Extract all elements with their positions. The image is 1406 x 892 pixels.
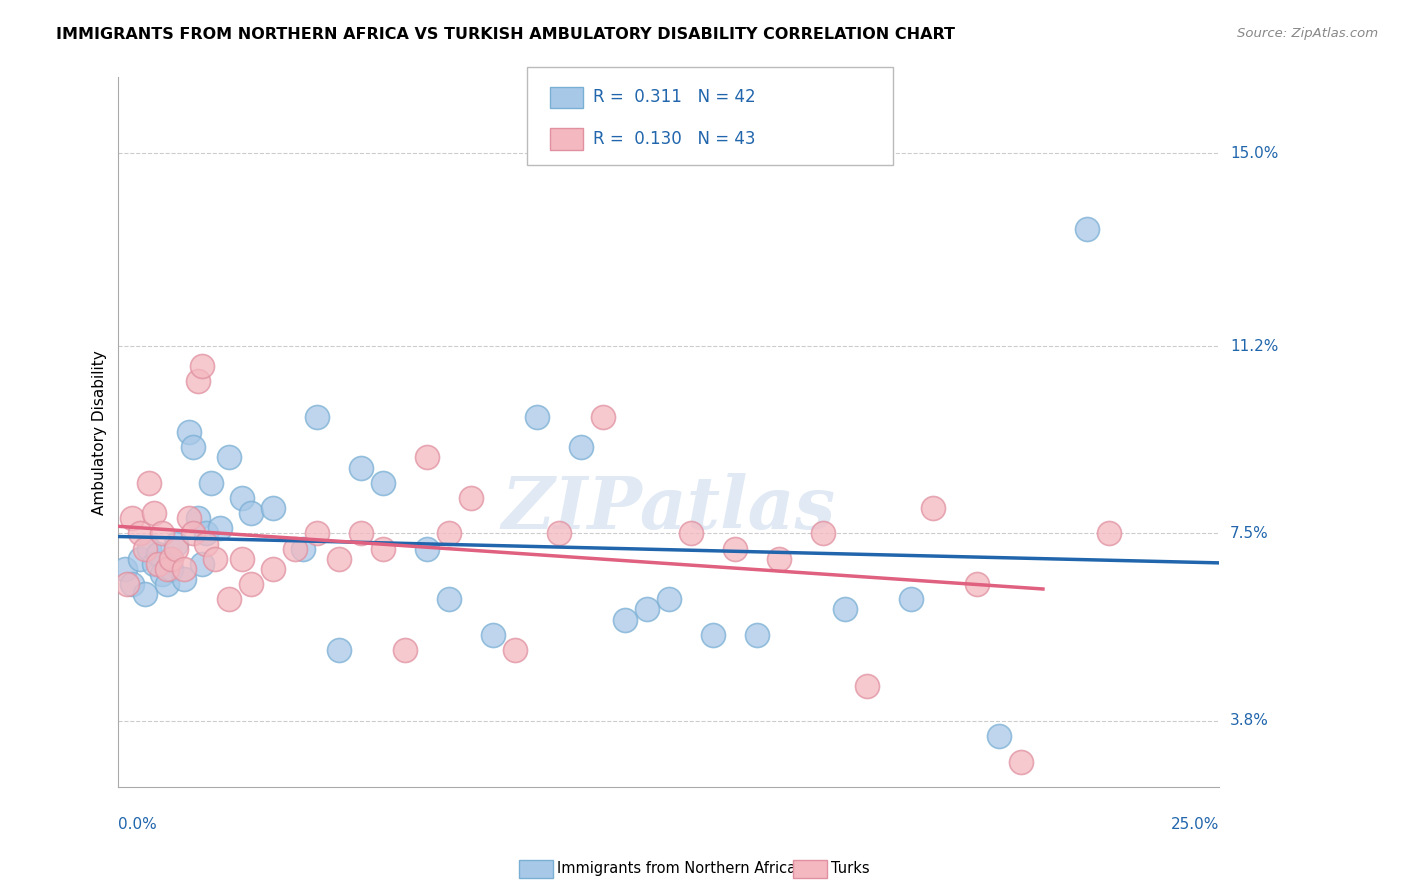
Point <box>231 491 253 505</box>
Point <box>117 577 139 591</box>
Point <box>1076 222 1098 236</box>
Point <box>262 562 284 576</box>
Point <box>262 501 284 516</box>
Point <box>152 526 174 541</box>
Point <box>231 551 253 566</box>
Point <box>834 602 856 616</box>
Point <box>371 475 394 490</box>
Point <box>156 562 179 576</box>
Point <box>394 643 416 657</box>
Point <box>328 551 350 566</box>
Point <box>437 592 460 607</box>
Point <box>187 511 209 525</box>
Text: Immigrants from Northern Africa: Immigrants from Northern Africa <box>557 862 796 876</box>
Point <box>415 541 437 556</box>
Point <box>966 577 988 591</box>
Point <box>349 526 371 541</box>
Point <box>146 547 169 561</box>
Point <box>900 592 922 607</box>
Point <box>138 475 160 490</box>
Point <box>191 557 214 571</box>
Point <box>165 536 187 550</box>
Point <box>165 541 187 556</box>
Point <box>592 409 614 424</box>
Point <box>129 526 152 541</box>
Point <box>437 526 460 541</box>
Text: IMMIGRANTS FROM NORTHERN AFRICA VS TURKISH AMBULATORY DISABILITY CORRELATION CHA: IMMIGRANTS FROM NORTHERN AFRICA VS TURKI… <box>56 27 955 42</box>
Point <box>138 541 160 556</box>
Point <box>569 441 592 455</box>
Text: Turks: Turks <box>831 862 869 876</box>
Point <box>208 521 231 535</box>
Y-axis label: Ambulatory Disability: Ambulatory Disability <box>93 350 107 515</box>
Point <box>177 511 200 525</box>
Point <box>142 557 165 571</box>
Point <box>283 541 305 556</box>
Text: R =  0.311   N = 42: R = 0.311 N = 42 <box>593 88 756 106</box>
Point <box>679 526 702 541</box>
Point <box>292 541 315 556</box>
Point <box>218 592 240 607</box>
Point <box>195 526 218 541</box>
Text: 15.0%: 15.0% <box>1230 146 1278 161</box>
Point <box>177 425 200 439</box>
Point <box>724 541 747 556</box>
Point <box>152 567 174 582</box>
Point <box>187 375 209 389</box>
Text: 0.0%: 0.0% <box>118 817 157 832</box>
Point <box>768 551 790 566</box>
Point <box>142 506 165 520</box>
Point <box>218 450 240 465</box>
Point <box>134 587 156 601</box>
Point <box>204 551 226 566</box>
Point <box>745 628 768 642</box>
Point <box>305 409 328 424</box>
Point <box>921 501 943 516</box>
Point <box>547 526 569 541</box>
Point <box>160 551 183 566</box>
Point <box>200 475 222 490</box>
Point <box>1098 526 1121 541</box>
Point <box>503 643 526 657</box>
Point <box>658 592 681 607</box>
Point <box>856 678 879 692</box>
Text: 11.2%: 11.2% <box>1230 338 1278 353</box>
Point <box>526 409 548 424</box>
Text: ZIPatlas: ZIPatlas <box>502 473 835 543</box>
Point <box>328 643 350 657</box>
Point <box>636 602 658 616</box>
Text: 7.5%: 7.5% <box>1230 526 1268 541</box>
Point <box>173 572 195 586</box>
Point <box>481 628 503 642</box>
Point <box>415 450 437 465</box>
Point <box>156 577 179 591</box>
Point <box>371 541 394 556</box>
Point <box>239 577 262 591</box>
Point <box>1010 755 1032 769</box>
Point <box>121 577 143 591</box>
Text: R =  0.130   N = 43: R = 0.130 N = 43 <box>593 130 756 148</box>
Point <box>702 628 724 642</box>
Point <box>134 541 156 556</box>
Point <box>460 491 482 505</box>
Point <box>129 551 152 566</box>
Text: 25.0%: 25.0% <box>1171 817 1219 832</box>
Point <box>613 613 636 627</box>
Point <box>349 460 371 475</box>
Point <box>195 536 218 550</box>
Point <box>239 506 262 520</box>
Text: Source: ZipAtlas.com: Source: ZipAtlas.com <box>1237 27 1378 40</box>
Point <box>173 562 195 576</box>
Point <box>811 526 834 541</box>
Point <box>987 729 1010 743</box>
Point <box>114 562 136 576</box>
Point <box>181 526 204 541</box>
Point <box>305 526 328 541</box>
Point <box>146 557 169 571</box>
Point <box>181 441 204 455</box>
Point <box>121 511 143 525</box>
Text: 3.8%: 3.8% <box>1230 714 1270 729</box>
Point <box>160 562 183 576</box>
Point <box>191 359 214 374</box>
